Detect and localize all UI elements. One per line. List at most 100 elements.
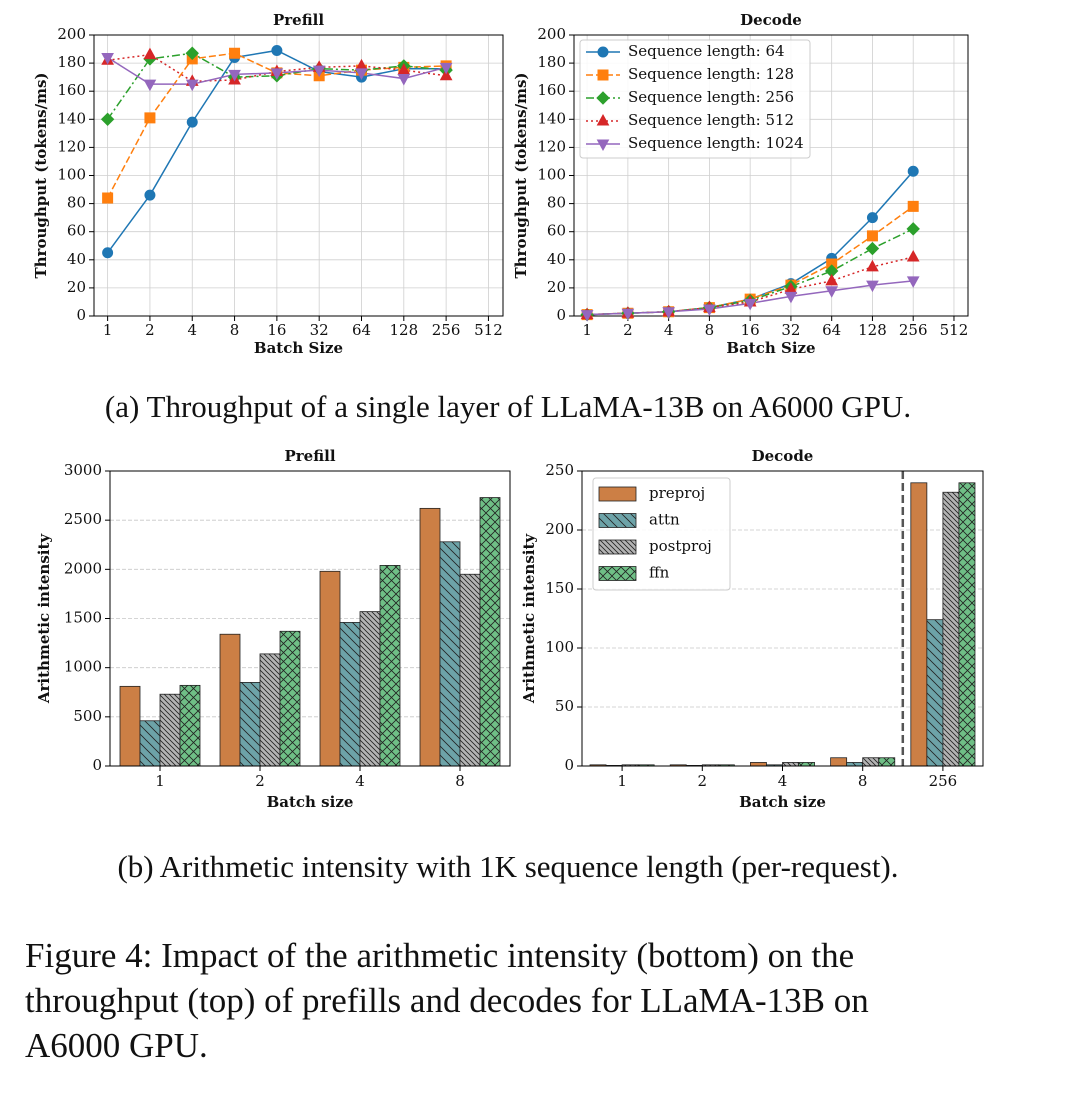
data-point <box>825 273 839 286</box>
y-tick-label: 100 <box>57 166 86 184</box>
x-tick-label: 2 <box>623 321 633 339</box>
data-point <box>906 249 920 262</box>
chart: Decode Batch size Arithmetic intensity 0 50 1… <box>520 447 984 811</box>
bar-hatch <box>766 764 783 766</box>
data-point <box>439 62 453 75</box>
x-tick-label: 1 <box>617 772 627 790</box>
x-tick-label: 64 <box>352 321 371 339</box>
bar-hatch <box>180 685 200 766</box>
y-tick-label: 1500 <box>64 609 102 627</box>
y-tick-label: 40 <box>67 250 86 268</box>
bar-hatch <box>460 574 480 766</box>
data-point <box>355 68 368 80</box>
bar-hatch <box>360 611 380 766</box>
y-axis-label: Throughput (tokens/ms) <box>32 72 50 278</box>
y-tick-label: 120 <box>537 137 566 155</box>
x-axis-label: Batch size <box>739 793 826 811</box>
data-point <box>580 310 594 322</box>
y-tick-label: 0 <box>76 306 86 324</box>
data-point <box>100 112 115 127</box>
x-axis-label: Batch size <box>267 793 354 811</box>
x-tick-label: 16 <box>741 321 760 339</box>
y-tick-label: 80 <box>547 194 566 212</box>
x-tick-label: 8 <box>858 772 868 790</box>
series-line <box>107 53 447 83</box>
data-point <box>144 112 156 124</box>
y-tick-label: 50 <box>555 697 574 715</box>
y-tick-label: 150 <box>545 579 574 597</box>
data-point <box>186 116 198 128</box>
legend-swatch <box>598 486 637 502</box>
data-point <box>662 307 675 319</box>
bar-hatch <box>160 694 180 766</box>
bar-hatch <box>718 764 735 766</box>
y-tick-label: 0 <box>556 306 566 324</box>
y-tick-label: 250 <box>545 461 574 479</box>
data-point <box>703 304 716 317</box>
x-tick-label: 64 <box>822 321 841 339</box>
x-tick-label: 4 <box>778 772 788 790</box>
y-tick-label: 140 <box>57 109 86 127</box>
y-tick-label: 40 <box>547 250 566 268</box>
x-tick-label: 32 <box>781 321 800 339</box>
y-axis-label: Throughput (tokens/ms) <box>512 72 530 278</box>
legend-marker <box>597 46 609 58</box>
y-tick-label: 200 <box>545 520 574 538</box>
data-point <box>621 308 635 321</box>
x-tick-label: 4 <box>664 321 674 339</box>
data-point <box>866 230 878 242</box>
data-point <box>906 276 920 288</box>
data-point <box>397 74 411 86</box>
data-point <box>270 68 284 80</box>
figure-caption-line: throughput (top) of prefills and decodes… <box>25 981 869 1020</box>
data-point <box>784 291 798 304</box>
x-tick-label: 1 <box>103 321 113 339</box>
x-tick-label: 512 <box>940 321 969 339</box>
data-point <box>906 222 920 236</box>
chart: Prefill Batch size Arithmetic intensity 0 50… <box>35 447 511 811</box>
data-point <box>907 165 919 177</box>
bar-hatch <box>942 492 959 766</box>
legend-label: Sequence length: 64 <box>628 42 785 60</box>
x-tick-label: 128 <box>858 321 887 339</box>
legend-label: Sequence length: 128 <box>628 65 794 83</box>
data-point <box>866 212 878 224</box>
y-tick-label: 0 <box>564 756 574 774</box>
legend-hatch <box>599 566 636 581</box>
bar-hatch <box>878 757 895 766</box>
bar <box>750 762 767 767</box>
legend-box <box>592 477 731 591</box>
y-tick-label: 180 <box>537 53 566 71</box>
bar-hatch <box>240 682 260 766</box>
data-point <box>271 44 283 56</box>
legend-hatch <box>599 540 636 554</box>
y-tick-label: 120 <box>57 137 86 155</box>
bar-hatch <box>622 764 639 766</box>
x-tick-label: 2 <box>145 321 155 339</box>
y-tick-label: 0 <box>92 756 102 774</box>
y-tick-label: 160 <box>57 81 86 99</box>
y-axis-label: Arithmetic intensity <box>35 533 53 705</box>
bar-hatch <box>280 631 300 766</box>
y-tick-label: 100 <box>537 166 566 184</box>
bar-hatch <box>480 497 500 766</box>
legend-marker <box>596 91 610 105</box>
y-tick-label: 160 <box>537 81 566 99</box>
bar-hatch <box>260 653 280 766</box>
bar-hatch <box>702 764 719 766</box>
legend: Sequence length: 64 Sequence length: 128 S… <box>579 39 811 159</box>
data-point <box>143 79 157 92</box>
bar-hatch <box>140 720 160 766</box>
legend-hatch <box>599 513 636 528</box>
bar-hatch <box>340 622 360 766</box>
data-point <box>743 298 757 311</box>
legend-marker <box>596 113 610 126</box>
x-tick-label: 256 <box>929 772 958 790</box>
legend-label: ffn <box>649 564 670 582</box>
bar <box>319 570 341 767</box>
y-tick-label: 80 <box>67 194 86 212</box>
x-axis-label: Batch Size <box>726 339 815 357</box>
y-tick-label: 2500 <box>64 510 102 528</box>
x-tick-label: 8 <box>455 772 465 790</box>
